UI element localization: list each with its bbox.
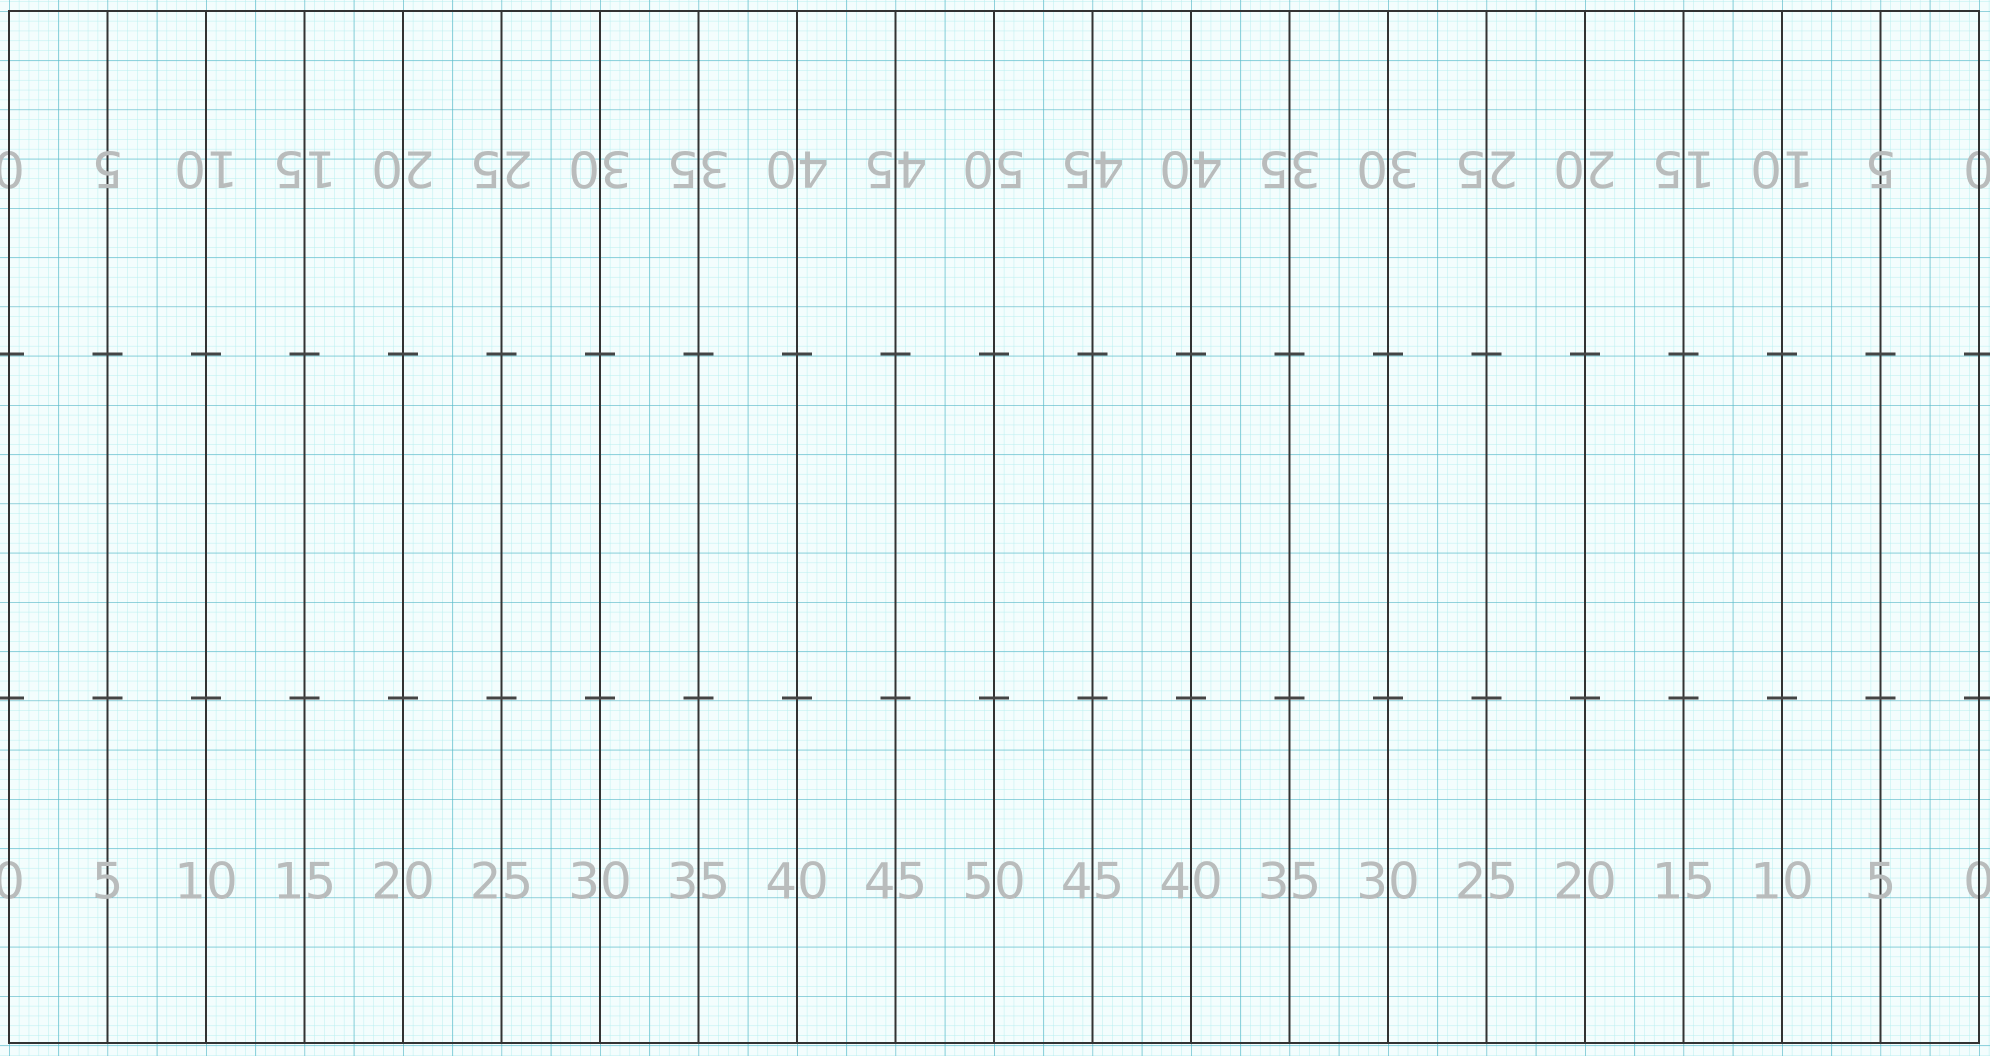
yard-number-bottom: 5 xyxy=(92,853,124,911)
yard-number-top: 0 xyxy=(1963,140,1990,198)
yard-number-top: 15 xyxy=(1652,140,1716,198)
yard-number-bottom: 50 xyxy=(962,853,1026,911)
yard-number-top: 30 xyxy=(1356,140,1420,198)
yard-number-bottom: 5 xyxy=(1865,853,1897,911)
yard-number-bottom: 40 xyxy=(1159,853,1223,911)
yard-number-bottom: 35 xyxy=(667,853,731,911)
yard-number-bottom: 15 xyxy=(1652,853,1716,911)
yard-number-bottom: 10 xyxy=(1750,853,1814,911)
yard-number-top: 20 xyxy=(371,140,435,198)
yard-number-bottom: 45 xyxy=(864,853,928,911)
yard-number-top: 0 xyxy=(0,140,25,198)
yard-number-bottom: 0 xyxy=(0,853,25,911)
yard-number-top: 45 xyxy=(1061,140,1125,198)
yard-number-top: 40 xyxy=(1159,140,1223,198)
yard-number-bottom: 45 xyxy=(1061,853,1125,911)
yard-number-bottom: 20 xyxy=(371,853,435,911)
yard-number-bottom: 20 xyxy=(1553,853,1617,911)
yard-number-top: 5 xyxy=(92,140,124,198)
yard-number-top: 20 xyxy=(1553,140,1617,198)
yard-number-bottom: 25 xyxy=(1455,853,1519,911)
yard-number-bottom: 15 xyxy=(273,853,337,911)
yard-number-top: 10 xyxy=(174,140,238,198)
yard-number-bottom: 30 xyxy=(568,853,632,911)
yard-number-top: 50 xyxy=(962,140,1026,198)
yard-number-top: 35 xyxy=(667,140,731,198)
yard-number-bottom: 40 xyxy=(765,853,829,911)
yard-number-top: 30 xyxy=(568,140,632,198)
yard-lines: 0055101015152020252530303535404045455050… xyxy=(0,11,1990,1043)
yard-number-bottom: 35 xyxy=(1258,853,1322,911)
yard-number-top: 35 xyxy=(1258,140,1322,198)
yard-number-top: 25 xyxy=(470,140,534,198)
yard-number-top: 5 xyxy=(1865,140,1897,198)
yard-number-bottom: 10 xyxy=(174,853,238,911)
field-border xyxy=(8,10,1980,1044)
yard-number-top: 10 xyxy=(1750,140,1814,198)
yard-number-top: 25 xyxy=(1455,140,1519,198)
yard-number-top: 40 xyxy=(765,140,829,198)
yard-number-bottom: 30 xyxy=(1356,853,1420,911)
yard-number-bottom: 0 xyxy=(1963,853,1990,911)
yard-number-top: 45 xyxy=(864,140,928,198)
yard-number-bottom: 25 xyxy=(470,853,534,911)
yard-number-top: 15 xyxy=(273,140,337,198)
